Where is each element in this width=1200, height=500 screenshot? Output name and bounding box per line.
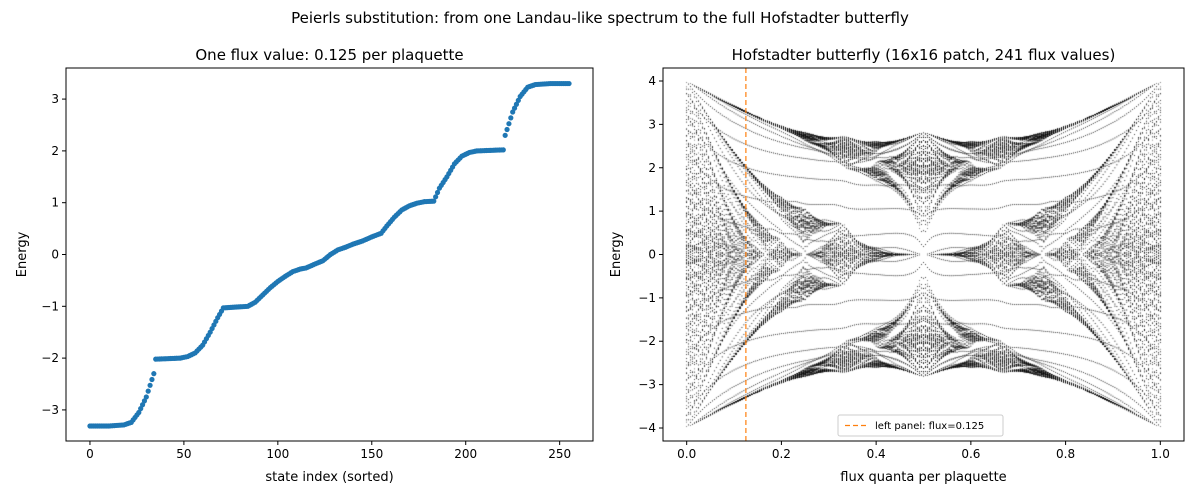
data-point [502,132,508,138]
y-tick-label: −2 [638,334,656,348]
left-points-group [87,80,572,429]
data-point [508,115,514,121]
data-point [141,398,148,404]
data-point [145,388,151,394]
y-tick-label: −1 [41,299,59,313]
x-tick-label: 100 [266,447,289,461]
y-tick-label: 3 [648,117,656,131]
y-tick-label: −4 [638,421,656,435]
data-point [434,189,441,196]
data-point [136,409,142,416]
x-tick-label: 0.8 [1056,447,1075,461]
data-point [433,194,439,200]
data-point [138,406,144,412]
x-tick-label: 150 [360,447,383,461]
butterfly-points [663,68,1184,441]
data-point [506,121,512,127]
figure-suptitle: Peierls substitution: from one Landau-li… [291,9,909,27]
x-tick-label: 0.6 [961,447,980,461]
data-point [510,109,516,115]
data-point [511,105,518,111]
y-tick-label: 1 [51,196,59,210]
right-x-axis-label: flux quanta per plaquette [840,470,1006,485]
right-xticks: 0.0 0.2 0.4 0.6 0.8 1.0 [677,441,1170,461]
left-panel-title: One flux value: 0.125 per plaquette [195,46,463,64]
x-tick-label: 0 [86,447,94,461]
data-point [147,382,153,388]
data-point [504,126,510,133]
y-tick-label: 2 [51,144,59,158]
left-panel: 0 50 100 150 200 250 −3 −2 −1 0 1 2 3 One flux valu… [15,46,594,485]
right-panel: 0.0 0.2 0.4 0.6 0.8 1.0 −4 −3 −2 −1 0 1 2 3 4 Hofstad… [609,46,1185,485]
x-tick-label: 1.0 [1151,447,1170,461]
y-tick-label: −2 [41,351,59,365]
data-point [515,97,521,103]
data-point [149,376,155,383]
data-point [151,371,157,377]
data-point [566,80,572,87]
left-xticks: 0 50 100 150 200 250 [86,441,571,461]
x-tick-label: 50 [176,447,191,461]
right-panel-title: Hofstadter butterfly (16x16 patch, 241 f… [732,46,1116,64]
y-tick-label: 3 [51,92,59,106]
legend: left panel: flux=0.125 [837,414,1004,437]
data-point [139,402,146,408]
y-tick-label: 1 [648,204,656,218]
data-point [143,394,149,400]
data-point [431,198,437,204]
x-tick-label: 0.4 [867,447,886,461]
x-tick-label: 250 [548,447,571,461]
x-tick-label: 200 [454,447,477,461]
left-x-axis-label: state index (sorted) [265,470,393,485]
left-y-axis-label: Energy [15,231,30,277]
y-tick-label: −1 [638,291,656,305]
y-tick-label: 0 [51,248,59,262]
right-y-axis-label: Energy [609,231,624,277]
legend-label: left panel: flux=0.125 [875,421,984,432]
butterfly-points-group [663,68,1184,441]
x-tick-label: 0.0 [677,447,696,461]
y-tick-label: −3 [41,403,59,417]
data-point [513,101,520,107]
y-tick-label: 0 [648,248,656,262]
data-point [500,147,506,153]
x-tick-label: 0.2 [772,447,791,461]
y-tick-label: 4 [648,74,656,88]
legend-box [837,414,1004,437]
right-yticks: −4 −3 −2 −1 0 1 2 3 4 [638,74,663,435]
y-tick-label: 2 [648,161,656,175]
y-tick-label: −3 [638,378,656,392]
left-yticks: −3 −2 −1 0 1 2 3 [41,92,66,417]
